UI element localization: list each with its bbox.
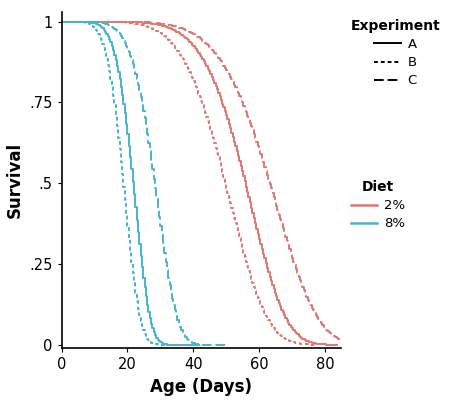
X-axis label: Age (Days): Age (Days) <box>150 378 253 396</box>
Y-axis label: Survival: Survival <box>6 142 24 218</box>
Legend: 2%, 8%: 2%, 8% <box>351 180 405 230</box>
